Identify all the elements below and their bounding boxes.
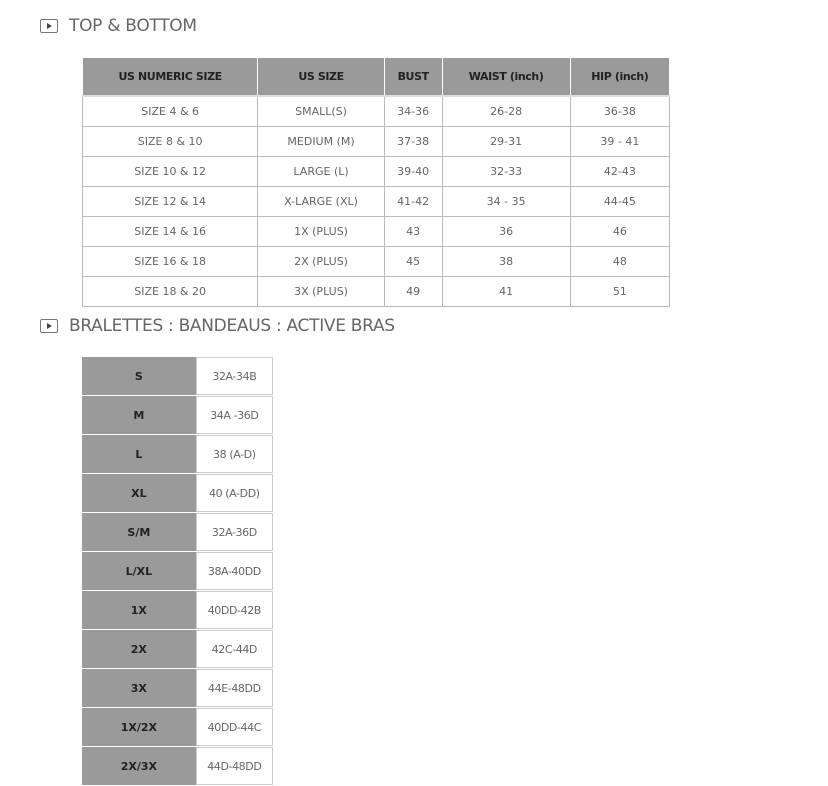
table-cell: 34 - 35 xyxy=(441,186,571,217)
table-row: SIZE 14 & 16 1X (PLUS) 43 36 46 xyxy=(81,216,671,247)
table-row: SIZE 4 & 6 SMALL(S) 34-36 26-28 36-38 xyxy=(81,95,671,127)
table-cell: 43 xyxy=(383,216,443,247)
table-cell: 42-43 xyxy=(569,156,671,187)
table-cell: 49 xyxy=(383,276,443,307)
table-row: SIZE 18 & 20 3X (PLUS) 49 41 51 xyxy=(81,276,671,307)
table-cell: LARGE (L) xyxy=(257,156,385,187)
section-title-top-bottom[interactable]: TOP & BOTTOM xyxy=(40,16,197,36)
cup-range-cell: 42C-44D xyxy=(195,630,273,668)
table-row: 3X 44E-48DD xyxy=(82,669,273,707)
table-cell: SIZE 16 & 18 xyxy=(81,246,259,277)
table-cell: 41 xyxy=(441,276,571,307)
table-cell: 44-45 xyxy=(569,186,671,217)
table-cell: 37-38 xyxy=(383,126,443,157)
table-cell: SIZE 14 & 16 xyxy=(81,216,259,247)
size-label-cell: XL xyxy=(82,474,196,512)
table-row: S 32A-34B xyxy=(82,357,273,395)
table-cell: 38 xyxy=(441,246,571,277)
cup-range-cell: 34A -36D xyxy=(195,396,273,434)
table-cell: SIZE 4 & 6 xyxy=(81,95,259,127)
table-row: XL 40 (A-DD) xyxy=(82,474,273,512)
table-cell: SIZE 18 & 20 xyxy=(81,276,259,307)
cup-range-cell: 38 (A-D) xyxy=(195,435,273,473)
column-header: BUST xyxy=(383,57,443,97)
column-header: US NUMERIC SIZE xyxy=(81,57,259,97)
cup-range-cell: 32A-34B xyxy=(195,357,273,395)
cup-range-cell: 38A-40DD xyxy=(195,552,273,590)
size-label-cell: 2X xyxy=(82,630,196,668)
table-cell: SMALL(S) xyxy=(257,95,385,127)
cup-range-cell: 44E-48DD xyxy=(195,669,273,707)
table-row: L/XL 38A-40DD xyxy=(82,552,273,590)
size-label-cell: L/XL xyxy=(82,552,196,590)
bralettes-size-table: S 32A-34B M 34A -36D L 38 (A-D) XL 40 (A-DD) S/M… xyxy=(82,356,273,786)
table-cell: 46 xyxy=(569,216,671,247)
table-cell: 41-42 xyxy=(383,186,443,217)
cup-range-cell: 44D-48DD xyxy=(195,747,273,785)
play-icon[interactable] xyxy=(40,19,58,33)
table-row: 2X/3X 44D-48DD xyxy=(82,747,273,785)
table-cell: 48 xyxy=(569,246,671,277)
size-label-cell: 2X/3X xyxy=(82,747,196,785)
table-row: L 38 (A-D) xyxy=(82,435,273,473)
table-row: 2X 42C-44D xyxy=(82,630,273,668)
size-label-cell: S/M xyxy=(82,513,196,551)
column-header: HIP (inch) xyxy=(569,57,671,97)
table-row: SIZE 16 & 18 2X (PLUS) 45 38 48 xyxy=(81,246,671,277)
table-cell: 2X (PLUS) xyxy=(257,246,385,277)
top-bottom-size-table: US NUMERIC SIZE US SIZE BUST WAIST (inch) HI… xyxy=(81,57,671,307)
column-header: WAIST (inch) xyxy=(441,57,571,97)
table-cell: 51 xyxy=(569,276,671,307)
table-row: SIZE 8 & 10 MEDIUM (M) 37-38 29-31 39 - 41 xyxy=(81,126,671,157)
table-cell: 29-31 xyxy=(441,126,571,157)
table-row: 1X/2X 40DD-44C xyxy=(82,708,273,746)
table-cell: X-LARGE (XL) xyxy=(257,186,385,217)
size-label-cell: 1X xyxy=(82,591,196,629)
size-label-cell: S xyxy=(82,357,196,395)
section-title-bralettes[interactable]: BRALETTES : BANDEAUS : ACTIVE BRAS xyxy=(40,316,395,336)
size-label-cell: 3X xyxy=(82,669,196,707)
table-cell: MEDIUM (M) xyxy=(257,126,385,157)
table-row: SIZE 10 & 12 LARGE (L) 39-40 32-33 42-43 xyxy=(81,156,671,187)
table-cell: 45 xyxy=(383,246,443,277)
table-cell: SIZE 12 & 14 xyxy=(81,186,259,217)
table-cell: 39 - 41 xyxy=(569,126,671,157)
table-cell: 3X (PLUS) xyxy=(257,276,385,307)
cup-range-cell: 40DD-44C xyxy=(195,708,273,746)
section-title-text: TOP & BOTTOM xyxy=(69,16,197,36)
table-cell: SIZE 10 & 12 xyxy=(81,156,259,187)
table-cell: 1X (PLUS) xyxy=(257,216,385,247)
cup-range-cell: 40DD-42B xyxy=(195,591,273,629)
table-cell: 36 xyxy=(441,216,571,247)
size-label-cell: L xyxy=(82,435,196,473)
table-cell: SIZE 8 & 10 xyxy=(81,126,259,157)
column-header: US SIZE xyxy=(257,57,385,97)
table-row: SIZE 12 & 14 X-LARGE (XL) 41-42 34 - 35 44-4… xyxy=(81,186,671,217)
table-cell: 32-33 xyxy=(441,156,571,187)
cup-range-cell: 40 (A-DD) xyxy=(195,474,273,512)
table-cell: 36-38 xyxy=(569,95,671,127)
size-label-cell: 1X/2X xyxy=(82,708,196,746)
table-cell: 26-28 xyxy=(441,95,571,127)
size-label-cell: M xyxy=(82,396,196,434)
table-cell: 34-36 xyxy=(383,95,443,127)
table-row: 1X 40DD-42B xyxy=(82,591,273,629)
play-icon[interactable] xyxy=(40,319,58,333)
section-title-text: BRALETTES : BANDEAUS : ACTIVE BRAS xyxy=(69,316,395,336)
table-row: S/M 32A-36D xyxy=(82,513,273,551)
cup-range-cell: 32A-36D xyxy=(195,513,273,551)
table-cell: 39-40 xyxy=(383,156,443,187)
table-row: M 34A -36D xyxy=(82,396,273,434)
